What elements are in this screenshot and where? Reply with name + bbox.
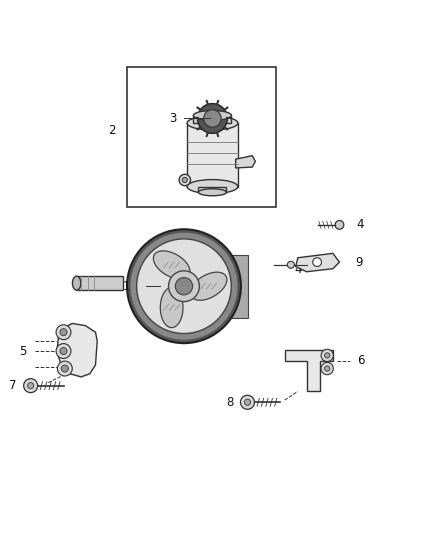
Circle shape xyxy=(137,239,231,334)
Ellipse shape xyxy=(198,189,226,196)
Circle shape xyxy=(321,362,333,375)
Ellipse shape xyxy=(187,180,238,193)
Text: 9: 9 xyxy=(355,256,363,269)
Ellipse shape xyxy=(72,276,81,290)
Text: 1: 1 xyxy=(123,280,130,293)
Text: 8: 8 xyxy=(226,396,233,409)
Circle shape xyxy=(321,349,333,361)
Bar xyxy=(194,116,231,123)
Circle shape xyxy=(56,344,71,359)
Bar xyxy=(187,123,238,187)
Circle shape xyxy=(169,271,199,302)
Circle shape xyxy=(130,232,238,340)
Circle shape xyxy=(287,261,294,268)
Polygon shape xyxy=(236,156,255,168)
Circle shape xyxy=(60,329,67,336)
Polygon shape xyxy=(57,324,97,377)
Circle shape xyxy=(61,365,68,372)
Circle shape xyxy=(28,383,34,389)
Bar xyxy=(127,67,276,207)
Circle shape xyxy=(313,258,321,266)
Ellipse shape xyxy=(193,110,231,120)
Bar xyxy=(198,187,226,192)
Circle shape xyxy=(335,221,344,229)
Circle shape xyxy=(240,395,254,409)
Text: 4: 4 xyxy=(294,263,302,276)
Text: 6: 6 xyxy=(357,354,365,367)
Circle shape xyxy=(57,361,72,376)
Circle shape xyxy=(175,278,193,295)
Circle shape xyxy=(182,177,187,183)
Circle shape xyxy=(24,378,38,393)
Bar xyxy=(228,255,248,318)
Circle shape xyxy=(56,325,71,340)
Circle shape xyxy=(204,110,221,127)
Ellipse shape xyxy=(190,272,227,300)
Circle shape xyxy=(325,366,330,371)
Ellipse shape xyxy=(153,251,190,279)
Ellipse shape xyxy=(160,287,183,328)
Ellipse shape xyxy=(187,116,238,130)
Circle shape xyxy=(179,174,191,185)
Circle shape xyxy=(127,229,241,343)
Circle shape xyxy=(60,348,67,354)
Bar xyxy=(77,276,123,290)
Circle shape xyxy=(198,103,227,133)
Text: 5: 5 xyxy=(20,344,27,358)
Text: 7: 7 xyxy=(9,379,17,392)
Text: 3: 3 xyxy=(170,112,177,125)
Circle shape xyxy=(244,399,251,405)
Polygon shape xyxy=(285,350,333,391)
Circle shape xyxy=(325,353,330,358)
Polygon shape xyxy=(296,253,339,272)
Text: 4: 4 xyxy=(357,219,364,231)
Text: 2: 2 xyxy=(108,124,116,137)
